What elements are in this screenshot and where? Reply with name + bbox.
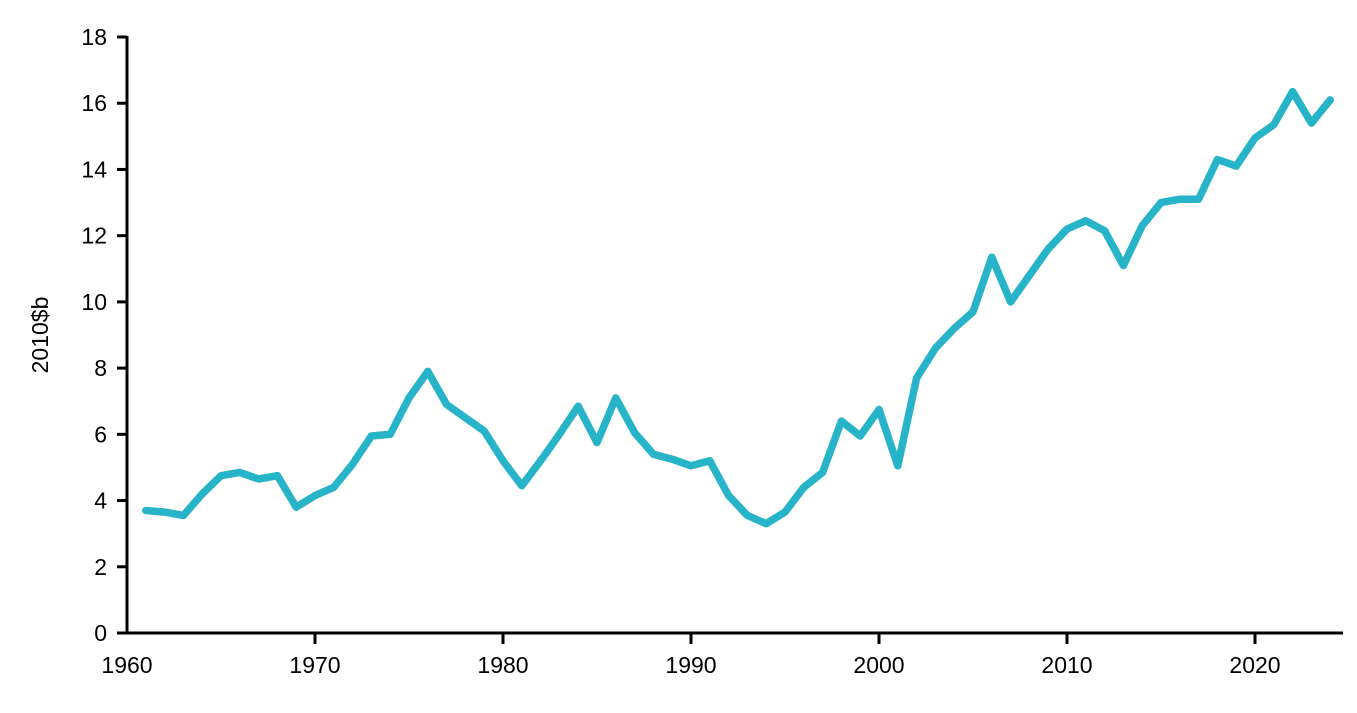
x-tick-label: 1970 [289, 652, 340, 678]
y-tick-label: 0 [94, 620, 107, 646]
y-tick-label: 16 [81, 90, 107, 116]
y-tick-label: 2 [94, 554, 107, 580]
y-tick-label: 14 [81, 156, 107, 182]
x-tick-label: 1980 [477, 652, 528, 678]
data-series [142, 87, 1334, 528]
y-tick-label: 6 [94, 421, 107, 447]
x-tick-label: 2000 [853, 652, 904, 678]
y-tick-label: 18 [81, 24, 107, 50]
x-tick-label: 2020 [1229, 652, 1280, 678]
y-axis: 0 2 4 6 8 10 12 14 16 18 2010$b [27, 24, 129, 646]
y-axis-title: 2010$b [27, 297, 53, 374]
y-tick-label: 10 [81, 289, 107, 315]
y-tick-label: 4 [94, 488, 107, 514]
y-tick-label: 8 [94, 355, 107, 381]
data-line-series [142, 87, 1334, 528]
x-tick-label: 2010 [1041, 652, 1092, 678]
x-axis: 1960 1970 1980 1990 2000 2010 2020 [101, 631, 1343, 678]
x-tick-label: 1960 [101, 652, 152, 678]
y-tick-label: 12 [81, 223, 107, 249]
x-tick-label: 1990 [665, 652, 716, 678]
